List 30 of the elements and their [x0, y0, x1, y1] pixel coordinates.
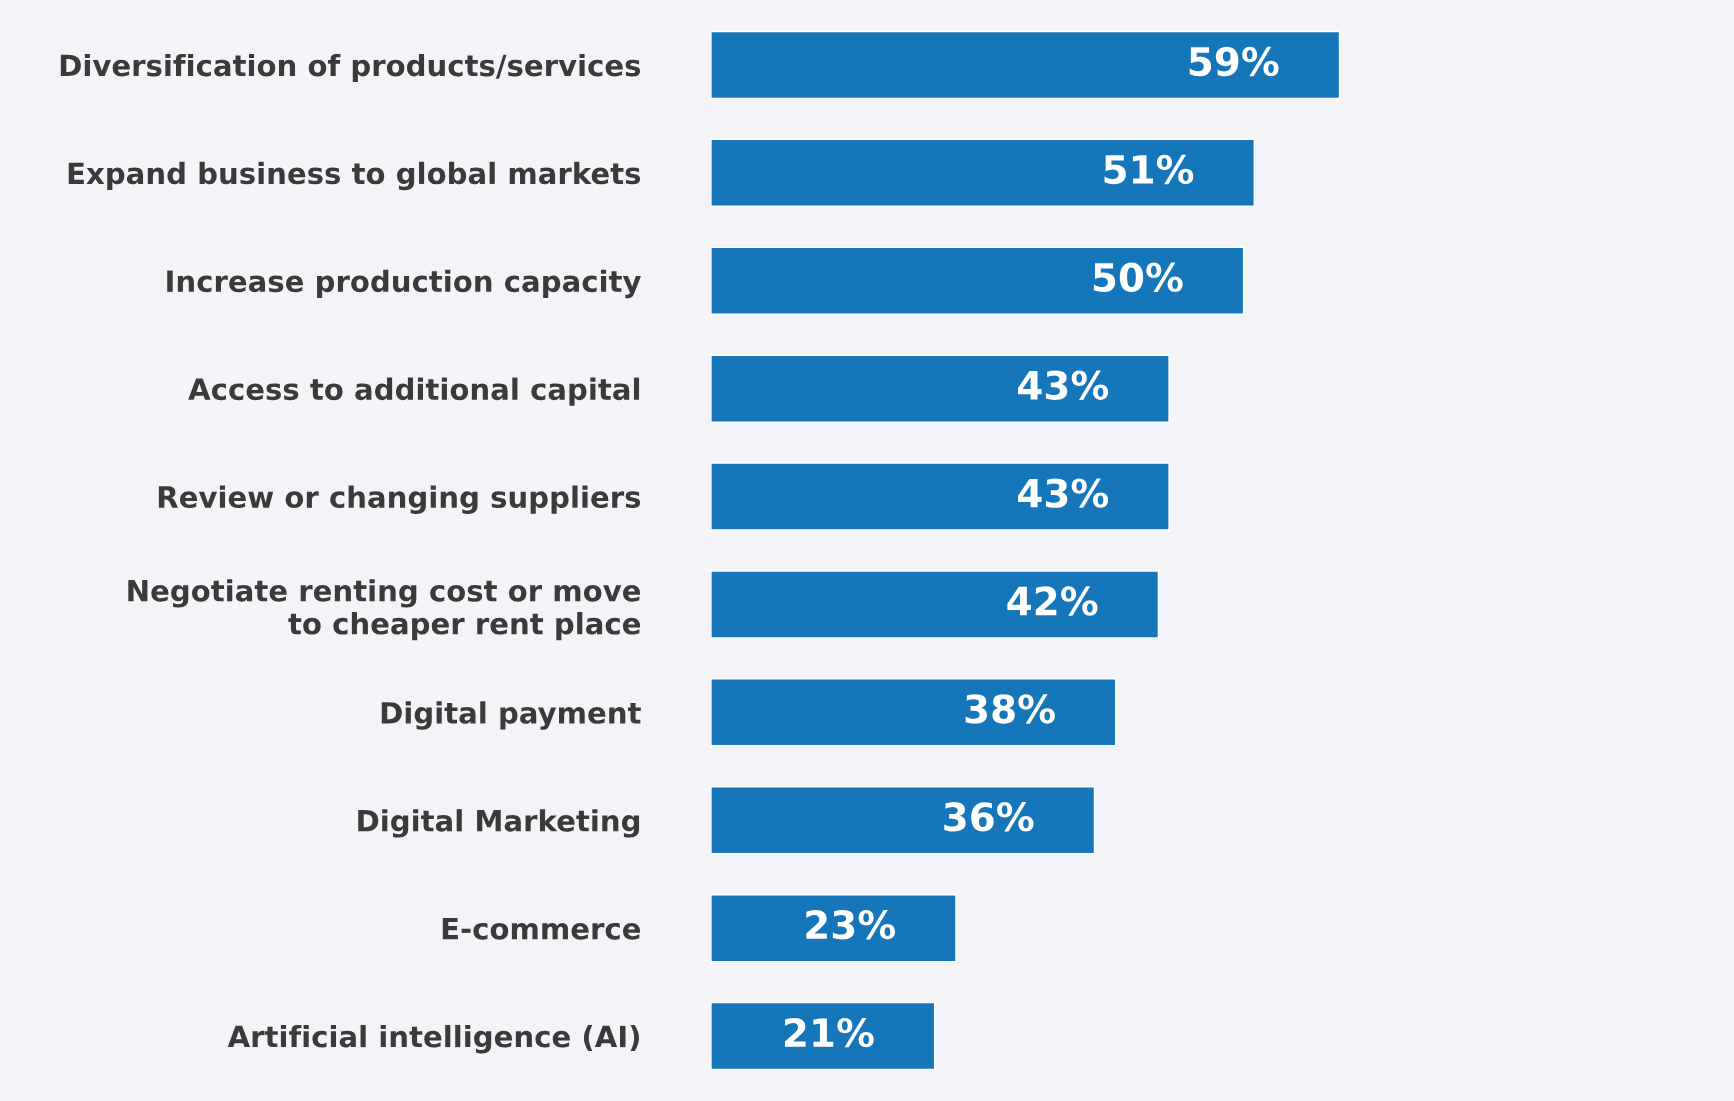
data-label: 42% [1007, 586, 1098, 616]
data-label: 43% [1018, 370, 1109, 400]
data-label: 38% [965, 694, 1055, 724]
data-label: 59% [1189, 46, 1279, 77]
bar [710, 30, 1341, 100]
data-label: 51% [1104, 154, 1194, 185]
bar [710, 1001, 936, 1071]
bar [710, 893, 957, 963]
y-tick-label: E-commerce [442, 917, 641, 940]
y-tick-label: Negotiate renting cost or move to cheaper rent place [128, 579, 641, 641]
data-label: 50% [1093, 262, 1183, 293]
bar [710, 354, 1170, 423]
bar [710, 678, 1117, 747]
bar [710, 570, 1160, 639]
y-tick-label: Digital payment [381, 701, 641, 730]
y-tick-label: Expand business to global markets [68, 161, 641, 191]
y-tick-label: Diversification of products/services [60, 53, 641, 83]
y-tick-label: Increase production capacity [167, 269, 641, 299]
bar [710, 138, 1255, 208]
bar [710, 462, 1170, 531]
y-tick-label: Digital Marketing [358, 809, 640, 838]
bar [710, 246, 1245, 315]
y-tick-label: Artificial intelligence (AI) [227, 1024, 639, 1054]
y-tick-label: Review or changing suppliers [158, 485, 641, 514]
data-label: 36% [944, 802, 1034, 832]
data-label: 21% [784, 1017, 874, 1048]
data-label: 23% [806, 910, 896, 940]
y-tick-label: Access to additional capital [188, 377, 640, 406]
data-label: 43% [1018, 478, 1109, 508]
bar [710, 786, 1096, 855]
